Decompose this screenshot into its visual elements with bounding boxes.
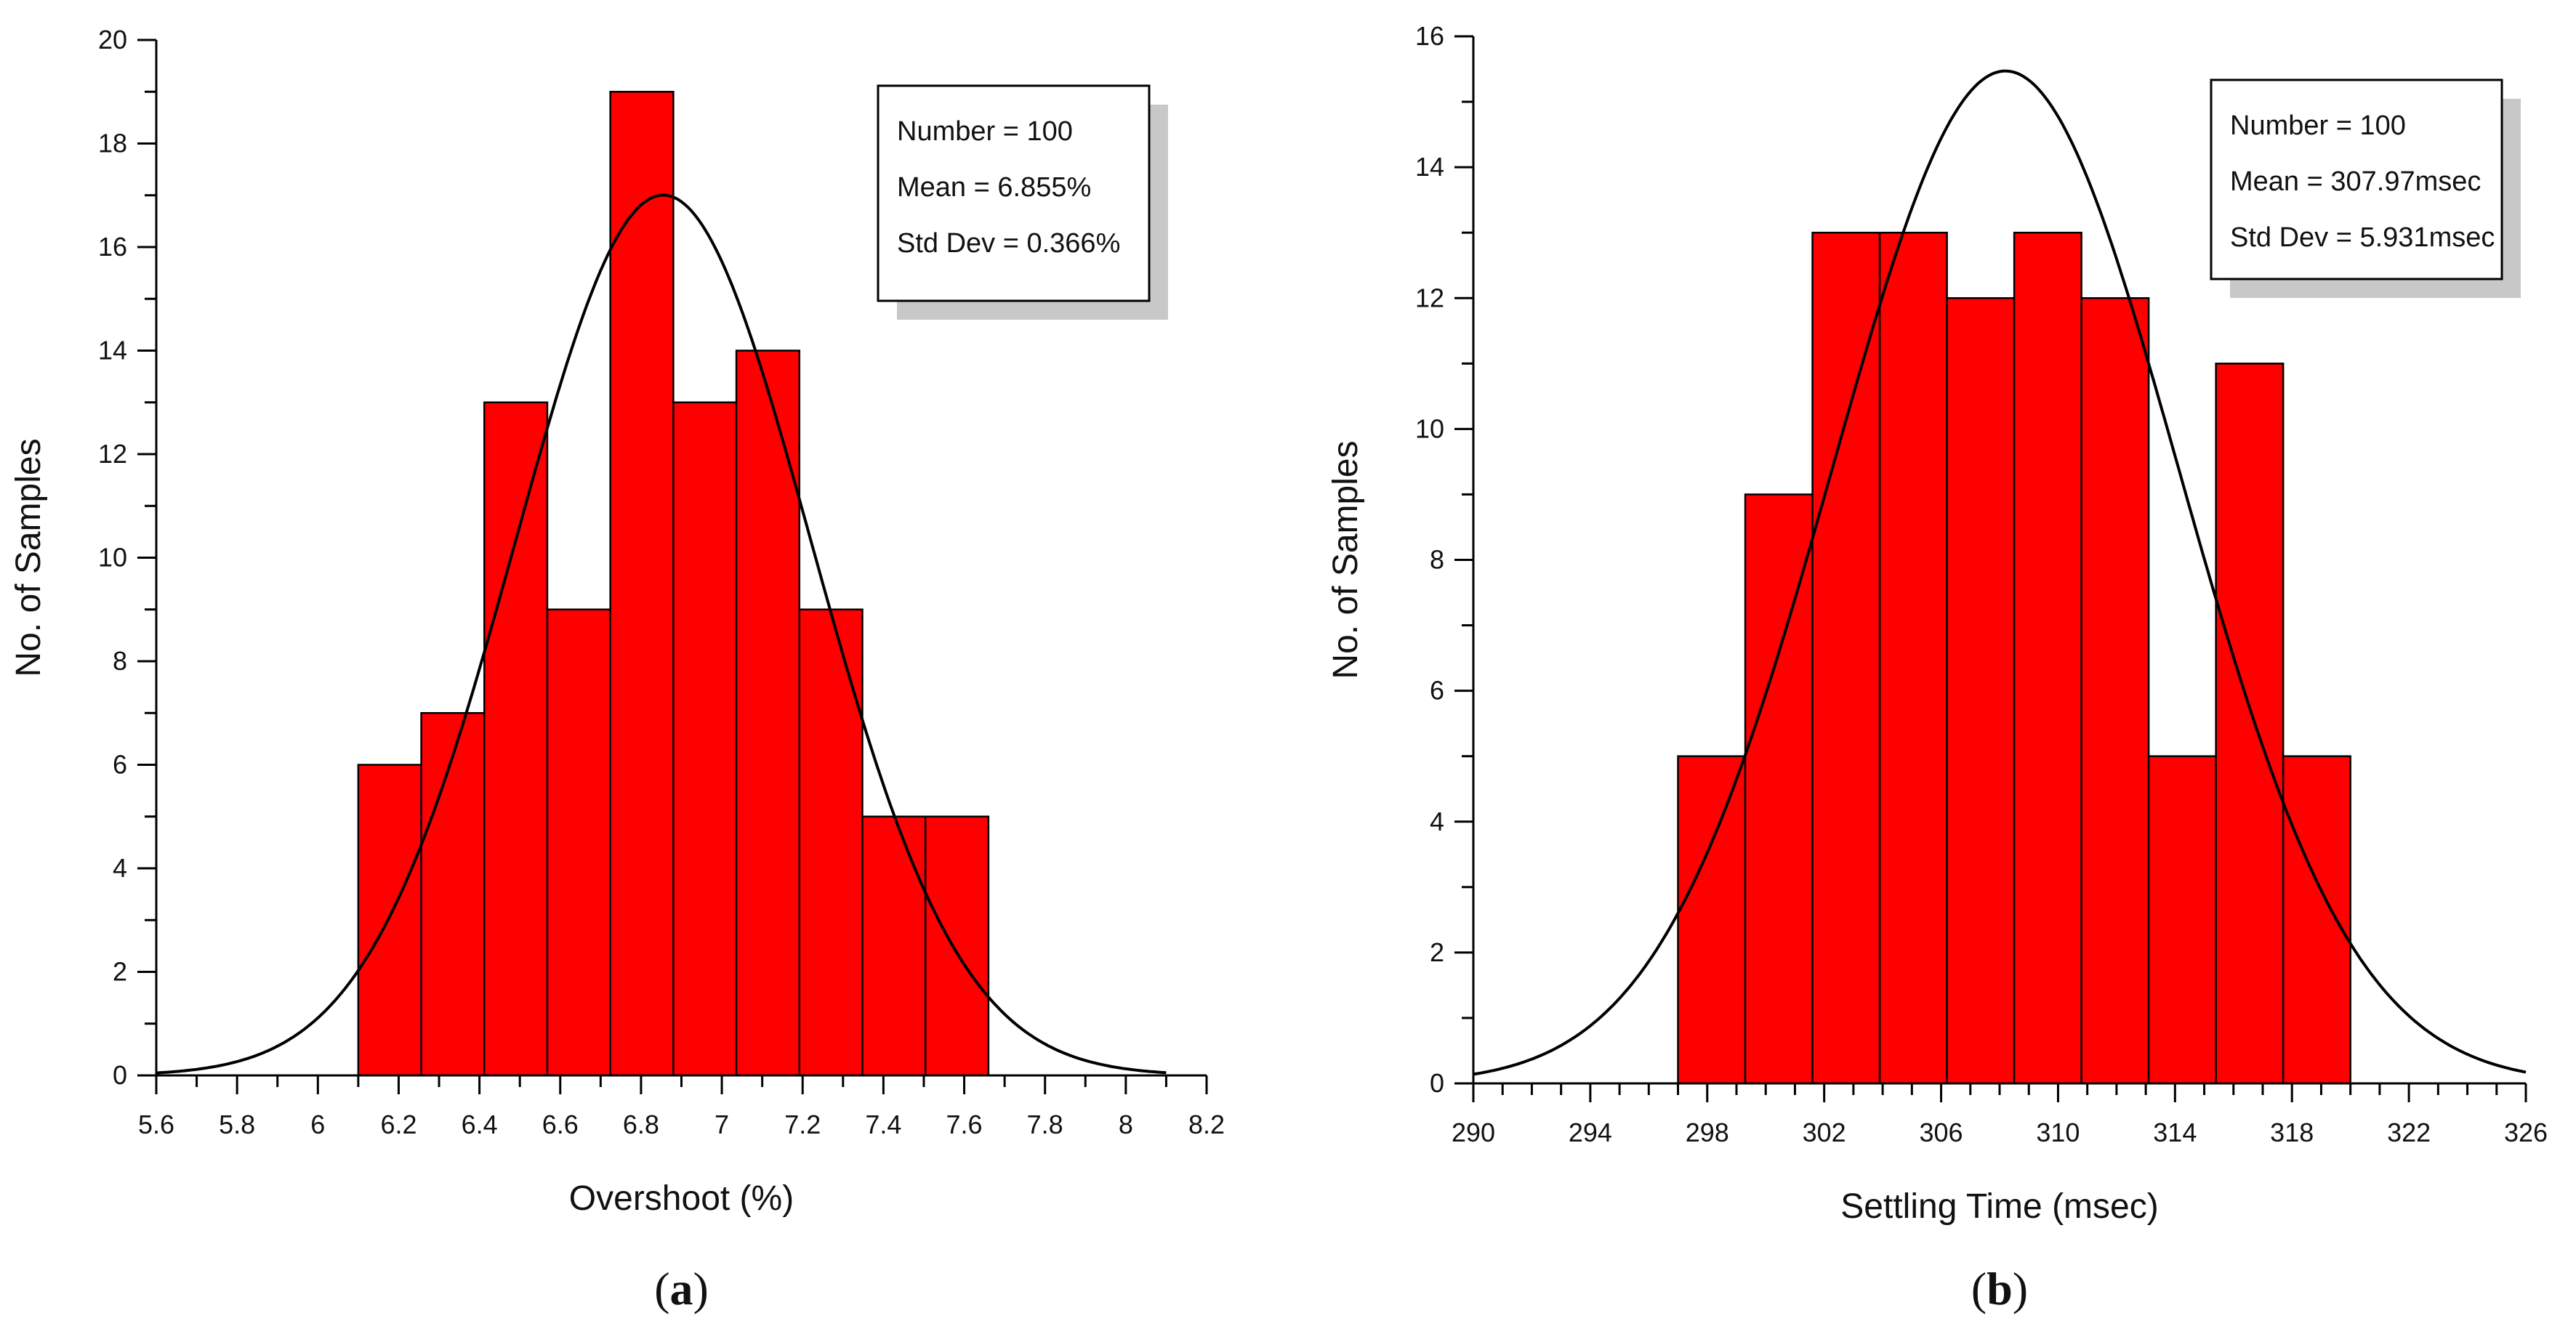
panel-a-bar-3 [483, 401, 549, 1077]
panel-a-x-tick-label: 6.4 [462, 1110, 498, 1139]
panel-a-stat-mean: Mean = 6.855% [897, 172, 1091, 203]
panel-b-y-tick-label: 4 [1430, 807, 1444, 836]
panel-b-bars [1677, 231, 2351, 1085]
panel-b-stat-number: Number = 100 [2230, 110, 2406, 141]
panel-b-x-tick-label: 314 [2153, 1118, 2197, 1147]
panel-a-y-tick-label: 20 [98, 25, 127, 54]
panel-b-bar-5 [1946, 297, 2016, 1085]
panel-a-y-tick-label: 16 [98, 232, 127, 262]
panel-b-y-tick-label: 16 [1415, 21, 1444, 51]
panel-b-bar-6 [2013, 231, 2082, 1085]
panel-b-y-tick-label: 8 [1430, 545, 1444, 575]
panel-b-x-tick-label: 294 [1569, 1118, 1612, 1147]
panel-b-x-tick-label: 298 [1686, 1118, 1729, 1147]
panel-b-bar-10 [2282, 755, 2351, 1085]
panel-b-bar-4 [1878, 231, 1948, 1085]
panel-a-y-tick-label: 2 [113, 957, 127, 987]
panel-a-x-tick-label: 8 [1119, 1110, 1133, 1139]
panel-a-x-tick-label: 6.8 [623, 1110, 659, 1139]
panel-a-bar-2 [420, 712, 486, 1077]
panel-b-bar-3 [1811, 231, 1881, 1085]
panel-b-bar-1 [1677, 755, 1747, 1085]
panel-b-caption-letter: b [1987, 1263, 2013, 1314]
panel-b-y-tick-label: 6 [1430, 676, 1444, 706]
panel-b-x-tick-label: 326 [2504, 1118, 2548, 1147]
panel-a-bar-5 [609, 91, 675, 1077]
panel-b-x-tick-label: 290 [1452, 1118, 1495, 1147]
panel-b-bar-2 [1744, 493, 1814, 1085]
panel-a-caption-letter: a [670, 1263, 693, 1314]
panel-b-x-tick-label: 318 [2270, 1118, 2314, 1147]
panel-b-chart: 290 294 298 302 306 310 314 318 322 326 0 2 4 6 8 10 12 1… [1327, 21, 2548, 1314]
panel-b-y-axis-title: No. of Samples [1327, 440, 1365, 679]
panel-a-stats-box: Number = 100 Mean = 6.855% Std Dev = 0.3… [877, 84, 1168, 320]
panel-b-x-tick-label: 310 [2036, 1118, 2080, 1147]
panel-a-x-tick-label: 5.8 [219, 1110, 255, 1139]
panel-a-x-tick-label: 7 [715, 1110, 729, 1139]
panel-a-bar-6 [672, 401, 738, 1077]
panel-b-y-tick-label: 10 [1415, 413, 1444, 443]
panel-a-y-axis-title: No. of Samples [9, 438, 48, 676]
panel-a-bar-4 [546, 608, 611, 1077]
panel-a-normal-fit-curve [156, 193, 1167, 1075]
panel-a-chart: 5.6 5.8 6 6.2 6.4 6.6 6.8 7 7.2 7.4 7.6 7.8 8 8.2 0 2 4 6… [9, 25, 1225, 1314]
panel-a-y-tick-label: 0 [113, 1060, 127, 1090]
panel-b-x-axis-title: Settling Time (msec) [1840, 1187, 2158, 1226]
panel-a-caption: (a) [654, 1263, 709, 1314]
panel-b-caption: (b) [1971, 1263, 2028, 1314]
panel-b-normal-fit-curve [1473, 69, 2527, 1076]
panel-b-x-tick-label: 306 [1920, 1118, 1963, 1147]
panel-b-stat-mean: Mean = 307.97msec [2230, 166, 2481, 197]
panel-a-stat-stddev: Std Dev = 0.366% [897, 228, 1120, 259]
panel-b-y-tick-label: 14 [1415, 152, 1444, 182]
panel-b-x-tick-label: 322 [2387, 1118, 2431, 1147]
panel-b-y-tick-label: 0 [1430, 1068, 1444, 1098]
panel-a-x-tick-label: 8.2 [1188, 1110, 1225, 1139]
panel-a-x-axis-title: Overshoot (%) [569, 1179, 794, 1218]
panel-a-y-tick-label: 18 [98, 129, 127, 158]
panel-b-x-tick-label: 302 [1803, 1118, 1846, 1147]
panel-b-bar-7 [2080, 297, 2150, 1085]
panel-a-x-tick-label: 7.4 [865, 1110, 901, 1139]
panel-b-bar-8 [2147, 755, 2217, 1085]
panel-a-x-tick-label: 7.6 [946, 1110, 983, 1139]
panel-a-bar-9 [861, 815, 927, 1077]
panel-a-y-tick-label: 12 [98, 439, 127, 469]
panel-a-y-tick-label: 14 [98, 336, 127, 365]
panel-a-stats-frame [877, 84, 1151, 302]
panel-a-y-tick-label: 10 [98, 543, 127, 573]
panel-a-bar-1 [357, 764, 422, 1077]
panel-a-x-tick-label: 7.8 [1027, 1110, 1063, 1139]
panel-a-x-tick-label: 6.6 [542, 1110, 579, 1139]
panel-a-stat-number: Number = 100 [897, 116, 1073, 147]
panel-b-bar-9 [2215, 363, 2285, 1085]
panel-b-y-tick-label: 2 [1430, 937, 1444, 967]
panel-a-y-tick-label: 6 [113, 750, 127, 780]
panel-b-stats-box: Number = 100 Mean = 307.97msec Std Dev =… [2210, 78, 2521, 298]
panel-b-stat-stddev: Std Dev = 5.931msec [2230, 222, 2495, 253]
panel-a-bars [357, 91, 990, 1077]
panel-b-ticks: 290 294 298 302 306 310 314 318 322 326 0 2 4 6 8 10 12 1… [1415, 21, 2548, 1147]
panel-a-x-tick-label: 6 [310, 1110, 325, 1139]
panel-a-x-tick-label: 5.6 [138, 1110, 174, 1139]
panel-b-y-tick-label: 12 [1415, 283, 1444, 312]
panel-a-ticks: 5.6 5.8 6 6.2 6.4 6.6 6.8 7 7.2 7.4 7.6 7.8 8 8.2 0 2 4 6… [98, 25, 1225, 1139]
panel-b-stats-frame [2210, 78, 2503, 280]
panel-a-bar-8 [798, 608, 864, 1077]
panel-a-y-tick-label: 4 [113, 853, 127, 883]
panel-a-x-tick-label: 7.2 [784, 1110, 821, 1139]
panel-a-bar-7 [735, 350, 801, 1077]
panel-a-x-tick-label: 6.2 [380, 1110, 416, 1139]
panel-a-bar-10 [924, 815, 990, 1077]
panel-a-y-tick-label: 8 [113, 646, 127, 676]
